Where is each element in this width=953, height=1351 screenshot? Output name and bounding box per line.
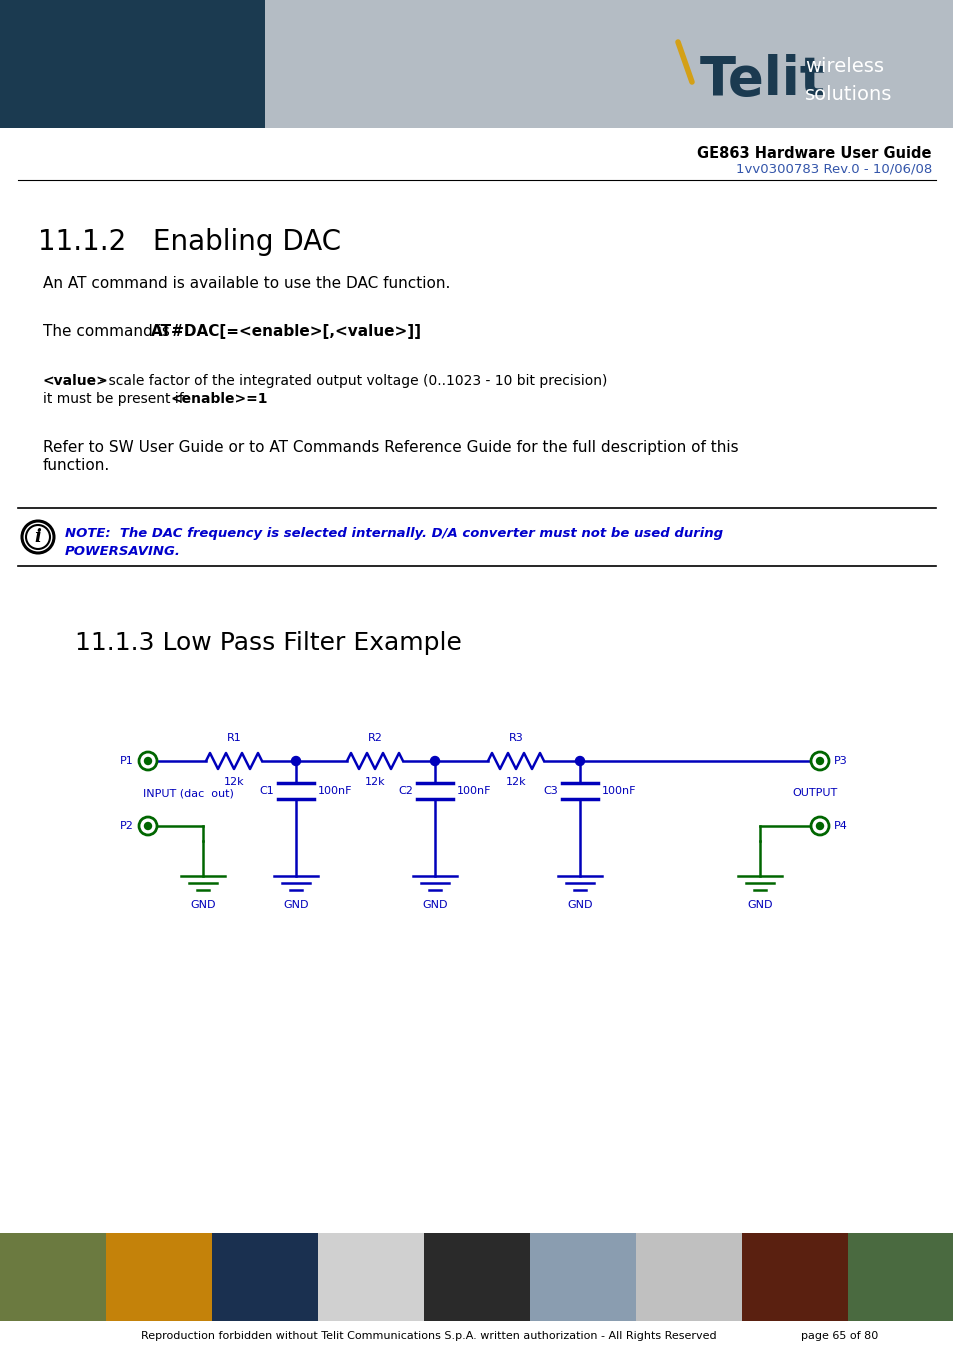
Text: P2: P2	[120, 821, 133, 831]
Text: P1: P1	[120, 757, 133, 766]
Text: R1: R1	[227, 734, 241, 743]
Text: - scale factor of the integrated output voltage (0..1023 - 10 bit precision): - scale factor of the integrated output …	[95, 374, 607, 388]
Text: R2: R2	[367, 734, 382, 743]
Text: 11.1.3 Low Pass Filter Example: 11.1.3 Low Pass Filter Example	[75, 631, 461, 655]
Circle shape	[810, 753, 828, 770]
Text: P3: P3	[833, 757, 847, 766]
Text: C1: C1	[259, 786, 274, 796]
Circle shape	[139, 753, 157, 770]
Text: 11.1.2   Enabling DAC: 11.1.2 Enabling DAC	[38, 228, 341, 255]
Text: GND: GND	[567, 900, 592, 911]
Text: OUTPUT: OUTPUT	[792, 788, 837, 798]
Text: wireless: wireless	[804, 57, 883, 76]
Bar	[317, 1233, 423, 1321]
Text: <enable>=1: <enable>=1	[171, 392, 268, 407]
Text: 12k: 12k	[223, 777, 244, 788]
Circle shape	[816, 823, 822, 830]
Text: An AT command is available to use the DAC function.: An AT command is available to use the DA…	[43, 276, 450, 290]
Bar	[423, 1233, 530, 1321]
Text: GND: GND	[190, 900, 215, 911]
Text: Reproduction forbidden without Telit Communications S.p.A. written authorization: Reproduction forbidden without Telit Com…	[141, 1331, 717, 1342]
Circle shape	[144, 758, 152, 765]
Text: POWERSAVING.: POWERSAVING.	[65, 544, 181, 558]
Text: it must be present if: it must be present if	[43, 392, 188, 407]
Bar	[106, 1233, 212, 1321]
Text: GE863 Hardware User Guide: GE863 Hardware User Guide	[697, 146, 931, 161]
Text: GND: GND	[422, 900, 447, 911]
Text: Refer to SW User Guide or to AT Commands Reference Guide for the full descriptio: Refer to SW User Guide or to AT Commands…	[43, 440, 738, 455]
Text: 100nF: 100nF	[456, 786, 491, 796]
Text: i: i	[34, 528, 41, 546]
Text: R3: R3	[508, 734, 523, 743]
Bar	[212, 1233, 317, 1321]
Text: <value>: <value>	[43, 374, 109, 388]
Circle shape	[810, 817, 828, 835]
Text: C3: C3	[542, 786, 558, 796]
Bar	[741, 1233, 847, 1321]
Text: NOTE:  The DAC frequency is selected internally. D/A converter must not be used : NOTE: The DAC frequency is selected inte…	[65, 527, 722, 540]
Text: INPUT (dac  out): INPUT (dac out)	[143, 788, 233, 798]
Bar	[265, 0, 953, 128]
Circle shape	[292, 757, 300, 766]
Text: function.: function.	[43, 458, 111, 473]
Text: 100nF: 100nF	[601, 786, 636, 796]
Text: AT#DAC[=<enable>[,<value>]]: AT#DAC[=<enable>[,<value>]]	[151, 324, 421, 339]
Circle shape	[575, 757, 584, 766]
Bar	[0, 1233, 106, 1321]
Text: 12k: 12k	[505, 777, 526, 788]
Text: 1vv0300783 Rev.0 - 10/06/08: 1vv0300783 Rev.0 - 10/06/08	[735, 162, 931, 176]
Text: GND: GND	[283, 900, 309, 911]
Circle shape	[139, 817, 157, 835]
Circle shape	[816, 758, 822, 765]
Text: 100nF: 100nF	[317, 786, 352, 796]
Circle shape	[144, 823, 152, 830]
Bar	[0, 0, 265, 128]
Text: C2: C2	[397, 786, 413, 796]
Text: Telit: Telit	[700, 54, 825, 105]
Bar	[530, 1233, 636, 1321]
Bar	[847, 1233, 953, 1321]
Text: GND: GND	[746, 900, 772, 911]
Text: page 65 of 80: page 65 of 80	[801, 1331, 877, 1342]
Text: P4: P4	[833, 821, 847, 831]
Text: solutions: solutions	[804, 85, 891, 104]
Bar	[636, 1233, 741, 1321]
Text: 12k: 12k	[364, 777, 385, 788]
Text: The command is: The command is	[43, 324, 174, 339]
Circle shape	[430, 757, 439, 766]
Bar	[0, 1321, 953, 1351]
Circle shape	[22, 521, 54, 553]
